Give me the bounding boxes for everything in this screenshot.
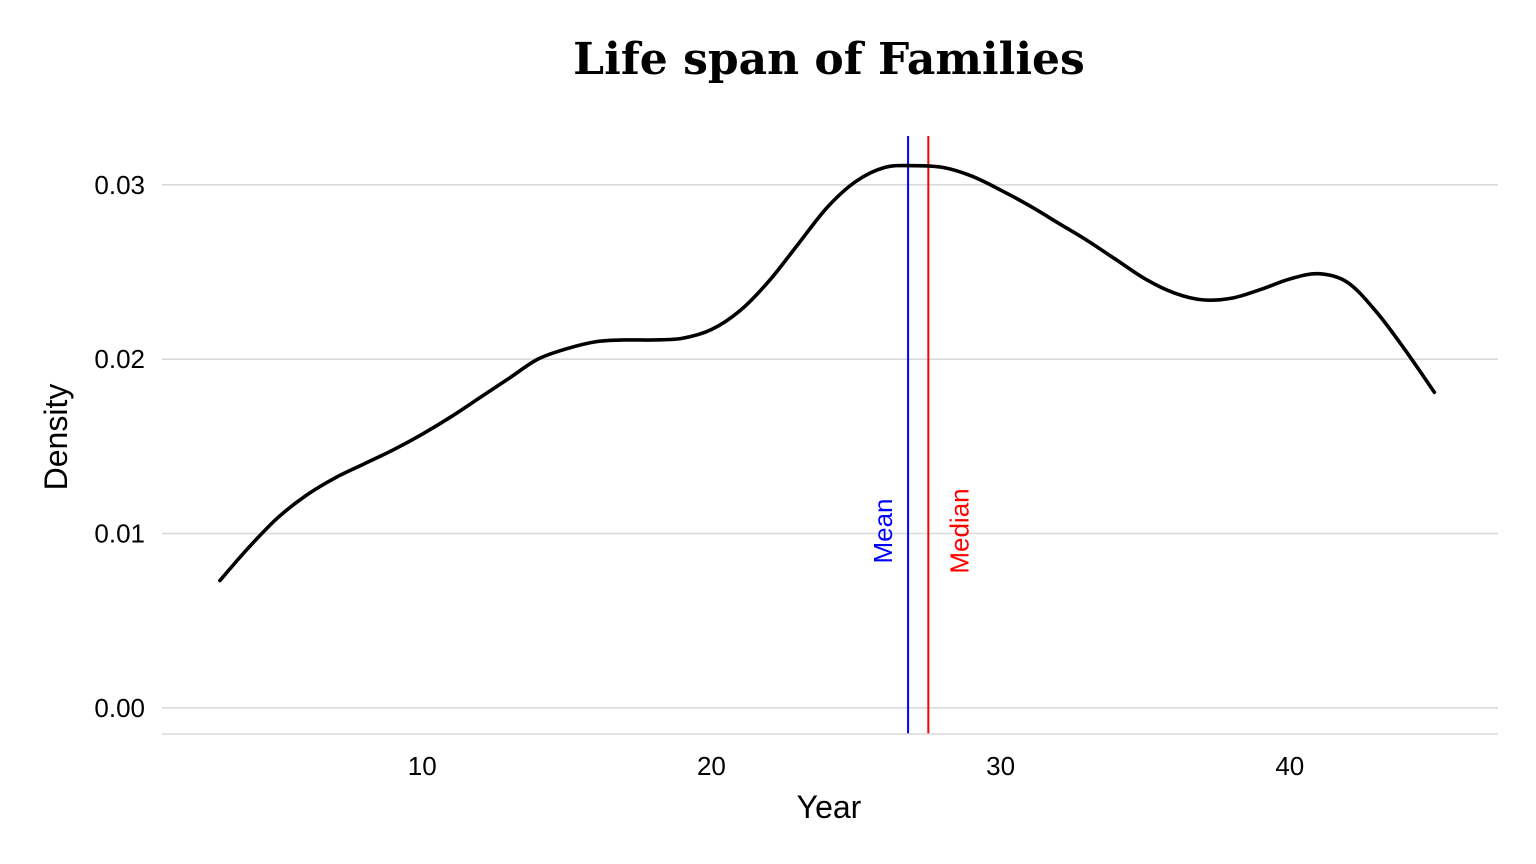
density-curve [218,163,1437,583]
mean-label: Mean [868,498,898,563]
x-tick-label: 40 [1275,751,1304,781]
tick-labels: 0.00 0.01 0.02 0.03 10 20 30 40 [94,170,1304,781]
density-series [218,163,1437,583]
y-tick-label: 0.01 [94,519,145,549]
y-tick-label: 0.00 [94,693,145,723]
reference-lines: Mean Median [868,136,974,734]
x-tick-label: 10 [408,751,437,781]
chart-title: Life span of Families [573,34,1085,85]
x-tick-label: 30 [986,751,1015,781]
y-axis-title: Density [38,384,74,491]
grid-lines [162,184,1498,709]
x-axis-title: Year [797,789,862,825]
y-tick-label: 0.03 [94,170,145,200]
median-label: Median [944,488,974,573]
y-tick-label: 0.02 [94,344,145,374]
x-tick-label: 20 [697,751,726,781]
